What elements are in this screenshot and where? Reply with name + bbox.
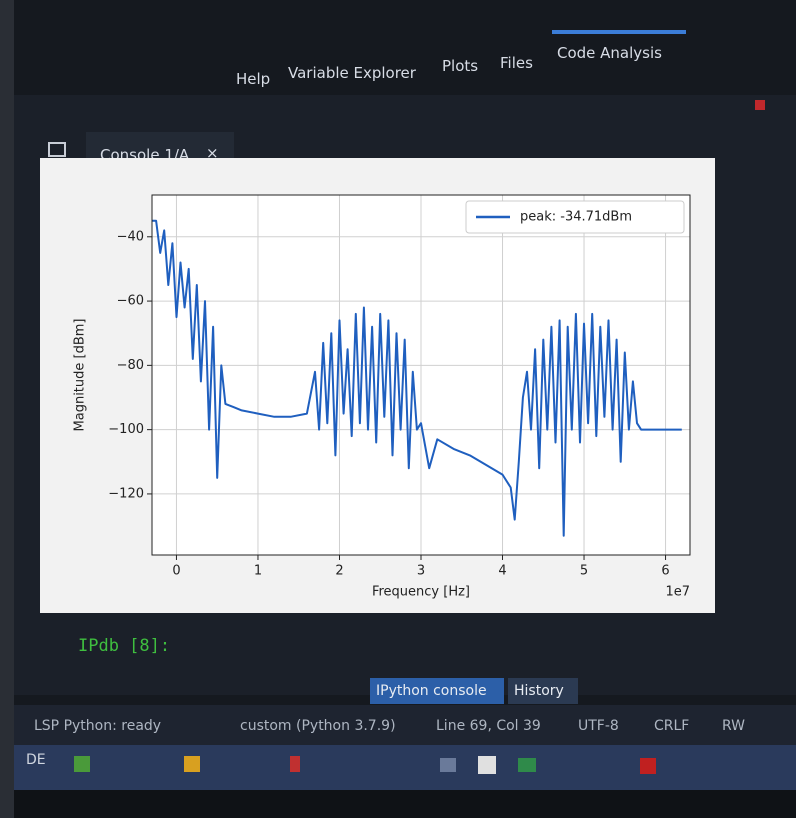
screen: {"top_tabs": ["Help", "Variable Explorer… (0, 0, 796, 818)
x-tick-label: 4 (498, 564, 506, 579)
plot-panel: 0 1 2 3 4 5 6 −40 −60 −80 −100 −120 Frequency [Hz] 1e… (40, 158, 715, 613)
y-tick-label: −60 (117, 294, 144, 309)
x-tick-label: 6 (661, 564, 669, 579)
console-icon[interactable] (48, 142, 66, 157)
tab[interactable]: Help (236, 70, 270, 88)
legend-label: peak: -34.71dBm (520, 210, 632, 225)
bottom-tab[interactable]: History (508, 678, 578, 704)
y-tick-label: −120 (108, 486, 144, 501)
taskbar-icon[interactable] (440, 758, 456, 772)
status-item: CRLF (654, 718, 689, 734)
x-tick-label: 3 (417, 564, 425, 579)
status-item: LSP Python: ready (34, 718, 161, 734)
x-tick-label: 0 (172, 564, 180, 579)
taskbar-icon[interactable] (478, 756, 496, 774)
chart: 0 1 2 3 4 5 6 −40 −60 −80 −100 −120 Frequency [Hz] 1e… (40, 158, 715, 613)
taskbar-icon[interactable] (290, 756, 300, 772)
taskbar-icon[interactable] (74, 756, 90, 772)
x-axis-label: Frequency [Hz] (372, 585, 470, 600)
taskbar-icon[interactable] (184, 756, 200, 772)
y-tick-label: −80 (117, 358, 144, 373)
y-tick-label: −100 (108, 422, 144, 437)
taskbar-icon[interactable] (518, 758, 536, 772)
tab[interactable]: Plots (442, 57, 478, 75)
bezel (14, 790, 796, 818)
stop-icon[interactable] (755, 100, 765, 110)
left-edge (0, 0, 14, 818)
x-tick-label: 5 (580, 564, 588, 579)
status-item: RW (722, 718, 745, 734)
taskbar-lang: DE (26, 752, 46, 768)
tab[interactable]: Files (500, 54, 533, 72)
prompt: IPdb [8]: (78, 636, 170, 656)
status-item: custom (Python 3.7.9) (240, 718, 396, 734)
active-tab-bar (552, 30, 686, 34)
x-offset-label: 1e7 (665, 585, 690, 600)
bottom-tab-label: History (514, 683, 564, 699)
x-tick-label: 2 (335, 564, 343, 579)
y-tick-label: −40 (117, 229, 144, 244)
status-item: Line 69, Col 39 (436, 718, 541, 734)
tab[interactable]: Code Analysis (557, 44, 662, 62)
tab[interactable]: Variable Explorer (288, 64, 416, 82)
status-item: UTF-8 (578, 718, 619, 734)
taskbar-icon[interactable] (640, 758, 656, 774)
bottom-tab-active[interactable]: IPython console (370, 678, 504, 704)
bottom-tab-label: IPython console (376, 683, 487, 699)
y-axis-label: Magnitude [dBm] (73, 319, 88, 432)
taskbar (14, 745, 796, 790)
x-tick-label: 1 (254, 564, 262, 579)
